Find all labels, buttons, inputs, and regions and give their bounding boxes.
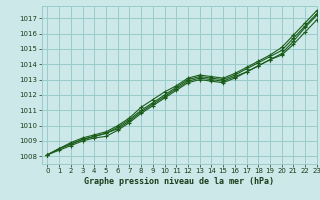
X-axis label: Graphe pression niveau de la mer (hPa): Graphe pression niveau de la mer (hPa): [84, 177, 274, 186]
